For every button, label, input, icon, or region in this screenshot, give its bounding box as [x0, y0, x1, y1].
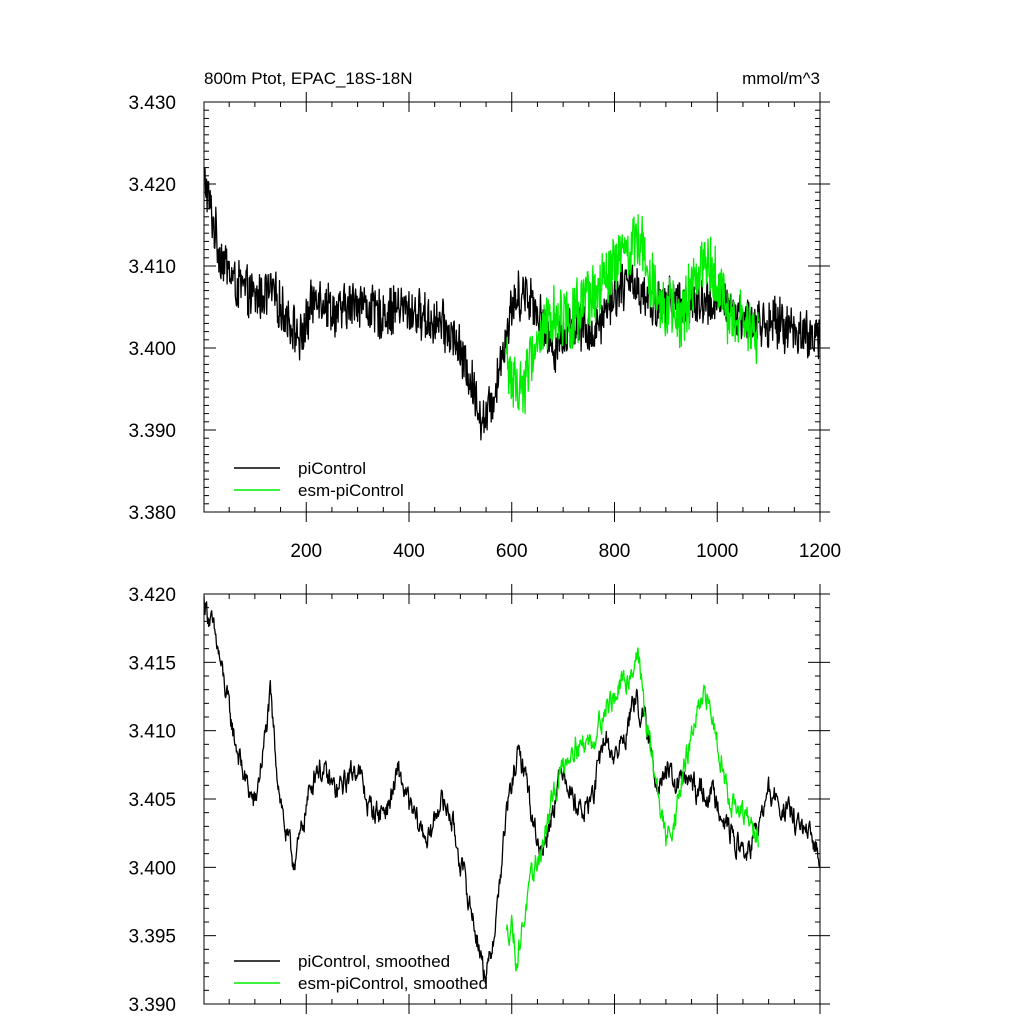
y-tick-label: 3.380: [128, 503, 176, 524]
y-tick-label: 3.420: [128, 585, 176, 606]
series-line-esm-picontrol: [505, 214, 759, 415]
units-label: mmol/m^3: [742, 69, 820, 88]
y-tick-label: 3.410: [128, 257, 176, 278]
y-tick-label: 3.390: [128, 421, 176, 442]
series-line-esm-picontrol-smoothed: [505, 647, 759, 972]
y-tick-label: 3.430: [128, 93, 176, 114]
y-tick-label: 3.400: [128, 858, 176, 879]
x-tick-label: 600: [496, 541, 528, 562]
legend-label-esm-picontrol: esm-piControl: [298, 481, 404, 500]
series-line-picontrol-smoothed: [204, 595, 820, 985]
chart-title: 800m Ptot, EPAC_18S-18N: [204, 69, 413, 88]
legend-label-picontrol: piControl: [298, 459, 366, 478]
x-tick-label: 800: [599, 541, 631, 562]
x-tick-label: 400: [393, 541, 425, 562]
top-panel: 200 400 600 800 1000 1200 3.380 3.390 3.400 3.410…: [128, 92, 841, 562]
y-tick-label: 3.415: [128, 653, 176, 674]
x-tick-label: 1000: [696, 541, 738, 562]
bottom-panel: 3.390 3.395 3.400 3.405 3.410 3.415 3.420 piCon…: [128, 584, 830, 1016]
y-tick-label: 3.420: [128, 175, 176, 196]
y-tick-label: 3.390: [128, 995, 176, 1016]
legend-label-esm-picontrol-smoothed: esm-piControl, smoothed: [298, 974, 488, 993]
x-tick-label: 200: [290, 541, 322, 562]
y-tick-label: 3.405: [128, 790, 176, 811]
y-tick-label: 3.410: [128, 722, 176, 743]
x-tick-label: 1200: [799, 541, 841, 562]
y-tick-label: 3.400: [128, 339, 176, 360]
legend-label-picontrol-smoothed: piControl, smoothed: [298, 952, 450, 971]
y-tick-label: 3.395: [128, 927, 176, 948]
